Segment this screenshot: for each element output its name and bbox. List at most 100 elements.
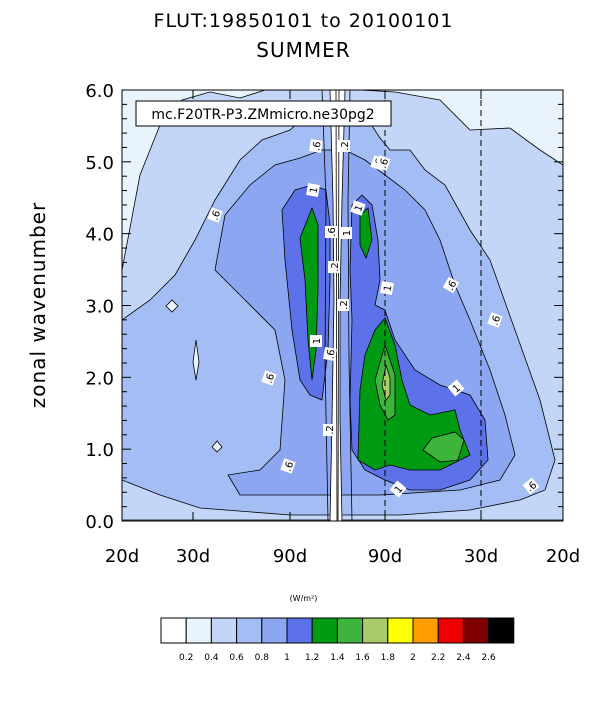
colorbar-box [286, 617, 313, 644]
y-tick-label: 6.0 [85, 81, 114, 102]
colorbar-level-label: 1.4 [330, 653, 345, 663]
svg-text:.6: .6 [445, 279, 459, 293]
annotation-text: mc.F20TR-P3.ZMmicro.ne30pg2 [151, 107, 374, 123]
colorbar-level-label: 0.8 [255, 653, 270, 663]
svg-text:1: 1 [393, 484, 406, 496]
contour-label: 1 [340, 227, 353, 239]
contour-label: .6 [487, 312, 503, 328]
level-1.2-b [359, 207, 373, 260]
contour-label: .2 [338, 140, 351, 152]
x-tick-label: 30d [176, 546, 210, 567]
y-tick-label: 3.0 [85, 297, 114, 318]
x-tick-label: 20d [105, 546, 139, 567]
colorbar-level-label: 0.6 [229, 653, 244, 663]
colorbar-box [210, 617, 238, 644]
colorbar-level-label: 1.2 [305, 653, 319, 663]
colorbar-box [387, 617, 414, 644]
colorbar-level-label: 0.2 [179, 653, 193, 663]
x-tick-label: 30d [464, 546, 498, 567]
contour-label: 1 [306, 183, 321, 197]
level-0.6-spot-b [211, 440, 223, 453]
colorbar-labels: 0.2 0.4 0.6 0.8 1 1.2 1.4 1.6 1.8 2 2.2 2.4 2.6 [179, 653, 496, 663]
colorbar-box [362, 617, 389, 644]
svg-text:.6: .6 [283, 460, 297, 473]
colorbar-box [261, 617, 288, 644]
y-tick-label: 2.0 [85, 368, 114, 389]
colorbar-boxes [160, 617, 515, 644]
colorbar-level-label: 2 [410, 653, 416, 663]
contour-label: .6 [325, 226, 338, 238]
svg-text:.6: .6 [325, 349, 337, 360]
colorbar-level-label: 2.2 [431, 653, 445, 663]
colorbar-box [488, 617, 515, 644]
level-0.6-spot-c [192, 339, 200, 381]
contour-label: .6 [309, 139, 324, 153]
y-tick-label: 4.0 [85, 225, 114, 246]
svg-text:1: 1 [451, 383, 463, 396]
svg-text:.2: .2 [339, 300, 350, 310]
svg-text:.6: .6 [210, 209, 224, 222]
y-tick-label: 1.0 [85, 440, 114, 461]
x-axis-ticks: 20d 30d 90d 90d 30d 20d [105, 90, 580, 567]
colorbar-level-label: 2.4 [456, 653, 471, 663]
x-tick-label: 20d [546, 546, 580, 567]
contour-label: .6 [261, 370, 277, 386]
level-1.6 [381, 364, 391, 401]
svg-text:1: 1 [353, 204, 366, 214]
contour-label: .2 [337, 299, 350, 311]
x-tick-label: 90d [273, 546, 307, 567]
colorbar-unit-label: (W/m²) [289, 594, 318, 603]
level-0.6-spot [165, 299, 179, 313]
colorbar-box [336, 617, 364, 644]
colorbar-box [160, 617, 187, 644]
colorbar-box [185, 617, 212, 644]
svg-text:.6: .6 [311, 141, 323, 152]
level-1.4 [422, 431, 465, 463]
chart-subtitle: SUMMER [256, 38, 351, 62]
annotation-box [135, 100, 392, 127]
y-tick-label: 5.0 [85, 153, 114, 174]
contour-label: 1 [447, 379, 465, 397]
contour-label: .6 [207, 207, 223, 223]
colorbar-level-label: 1.6 [355, 653, 370, 663]
y-axis-ticks: 0.0 1.0 2.0 3.0 4.0 5.0 6.0 [85, 81, 563, 533]
svg-text:.2: .2 [330, 262, 341, 272]
svg-text:.6: .6 [327, 227, 338, 237]
svg-text:.6: .6 [490, 314, 504, 327]
contour-label: .2 [323, 424, 336, 436]
y-tick-label: 0.0 [85, 512, 114, 533]
svg-text:1: 1 [383, 284, 395, 292]
contour-label: 1 [310, 335, 323, 347]
contour-label: 1 [389, 480, 407, 498]
svg-text:1: 1 [309, 186, 321, 194]
colorbar-level-label: 1.8 [381, 653, 396, 663]
central-contours [321, 90, 353, 521]
contour-label: .6 [375, 155, 391, 171]
colorbar-box [437, 617, 464, 644]
svg-text:.2: .2 [325, 425, 336, 435]
svg-text:.2: .2 [340, 141, 351, 151]
contour-label: 1 [350, 200, 366, 216]
svg-text:.6: .6 [264, 372, 278, 385]
x-tick-label: 90d [368, 546, 402, 567]
contour-label: .6 [522, 477, 540, 495]
svg-text:.6: .6 [378, 157, 392, 170]
colorbar-level-label: 2.6 [481, 653, 496, 663]
contour-fill-layers [122, 90, 563, 521]
colorbar-box [412, 617, 439, 644]
chart-title: FLUT:19850101 to 20100101 [153, 10, 454, 32]
colorbar-level-label: 1 [284, 653, 290, 663]
colorbar-box [462, 617, 490, 644]
colorbar-box [311, 617, 338, 644]
svg-text:1: 1 [342, 230, 353, 236]
contour-label: .6 [280, 458, 296, 474]
colorbar-level-label: 0.4 [204, 653, 219, 663]
y-axis-label: zonal wavenumber [26, 202, 50, 408]
contour-label: 1 [380, 281, 395, 295]
contour-label: .2 [328, 261, 341, 273]
contour-label: .6 [442, 276, 459, 294]
svg-text:1: 1 [312, 338, 323, 344]
